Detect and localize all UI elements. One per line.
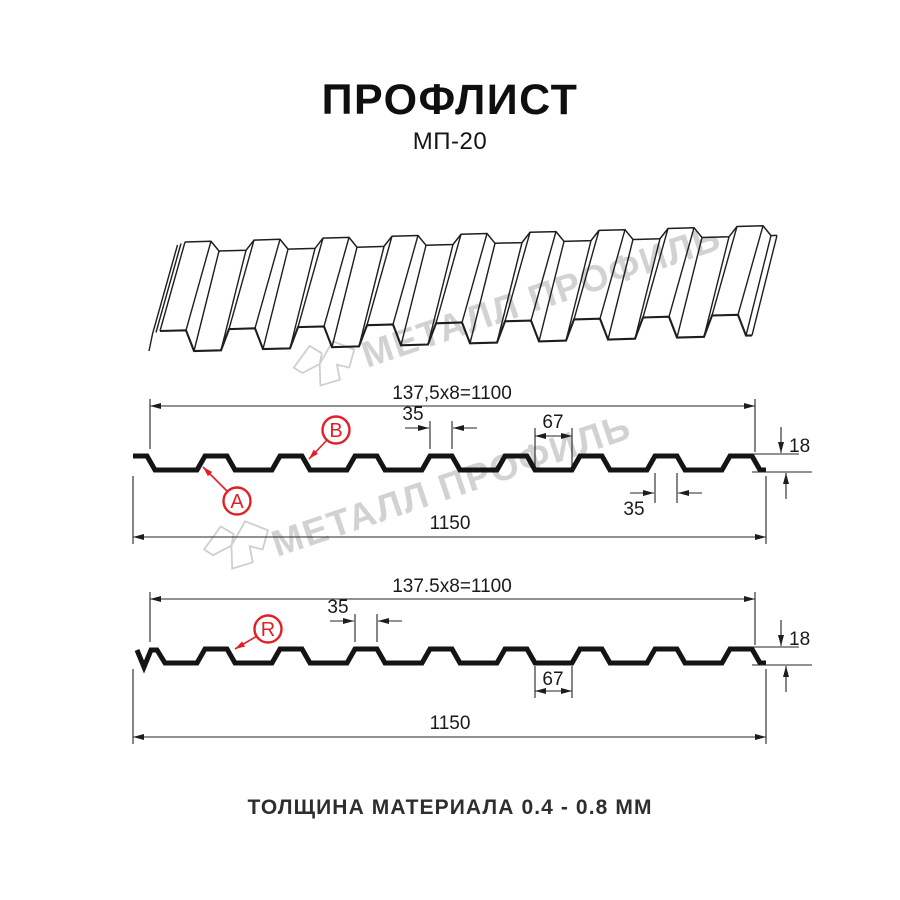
dim-text-total-width: 1150 [430, 713, 471, 734]
page-title: ПРОФЛИСТ [321, 76, 579, 124]
label-circle-b [321, 415, 351, 445]
profile-section-r: 137.5x8=1100 35 67 18 [132, 576, 812, 744]
side-label-a: A [202, 466, 252, 516]
profile-section-ab: 137,5x8=1100 35 67 35 [132, 383, 812, 544]
metal-profil-logo-icon [203, 520, 269, 570]
dim-text-height: 18 [789, 629, 810, 650]
watermark-text: МЕТАЛЛ ПРОФИЛЬ [356, 217, 726, 376]
dim-text-rib-top: 35 [327, 597, 348, 618]
page-subtitle: МП-20 [412, 128, 488, 155]
label-text-r: R [261, 619, 275, 641]
label-circle-r [253, 614, 283, 644]
dim-valley-width: 67 [534, 666, 573, 698]
side-label-b: B [308, 415, 351, 460]
profile-outline-ab [133, 453, 766, 473]
dim-valley-width: 67 [534, 412, 573, 466]
dim-text-pitch-formula: 137,5x8=1100 [392, 383, 512, 404]
dim-rib-top-width: 35 [402, 404, 477, 449]
dim-text-total-width: 1150 [430, 513, 471, 534]
dim-text-rib-top: 35 [402, 404, 423, 425]
dim-working-width-top: 137,5x8=1100 [149, 383, 756, 452]
dim-text-pitch-formula: 137.5x8=1100 [392, 576, 512, 597]
dim-rib-bottom-width: 35 [623, 473, 702, 520]
dim-total-width: 1150 [132, 669, 767, 744]
dim-working-width-top: 137.5x8=1100 [149, 576, 756, 645]
dim-height: 18 [752, 427, 812, 499]
label-text-b: B [329, 420, 342, 442]
dim-rib-top-width: 35 [327, 597, 402, 642]
profile-outline-r [134, 646, 766, 674]
dim-text-height: 18 [789, 436, 810, 457]
dim-text-rib-bottom: 35 [623, 499, 644, 520]
side-label-r: R [234, 614, 283, 650]
dim-text-valley: 67 [542, 412, 563, 433]
label-circle-a [222, 486, 252, 516]
dim-total-width: 1150 [132, 476, 767, 544]
dim-text-valley: 67 [542, 669, 563, 690]
dim-height: 18 [752, 620, 812, 692]
label-text-a: A [230, 491, 244, 513]
material-thickness-note: ТОЛЩИНА МАТЕРИАЛА 0.4 - 0.8 ММ [247, 796, 653, 819]
sheet-3d-view [148, 225, 778, 353]
